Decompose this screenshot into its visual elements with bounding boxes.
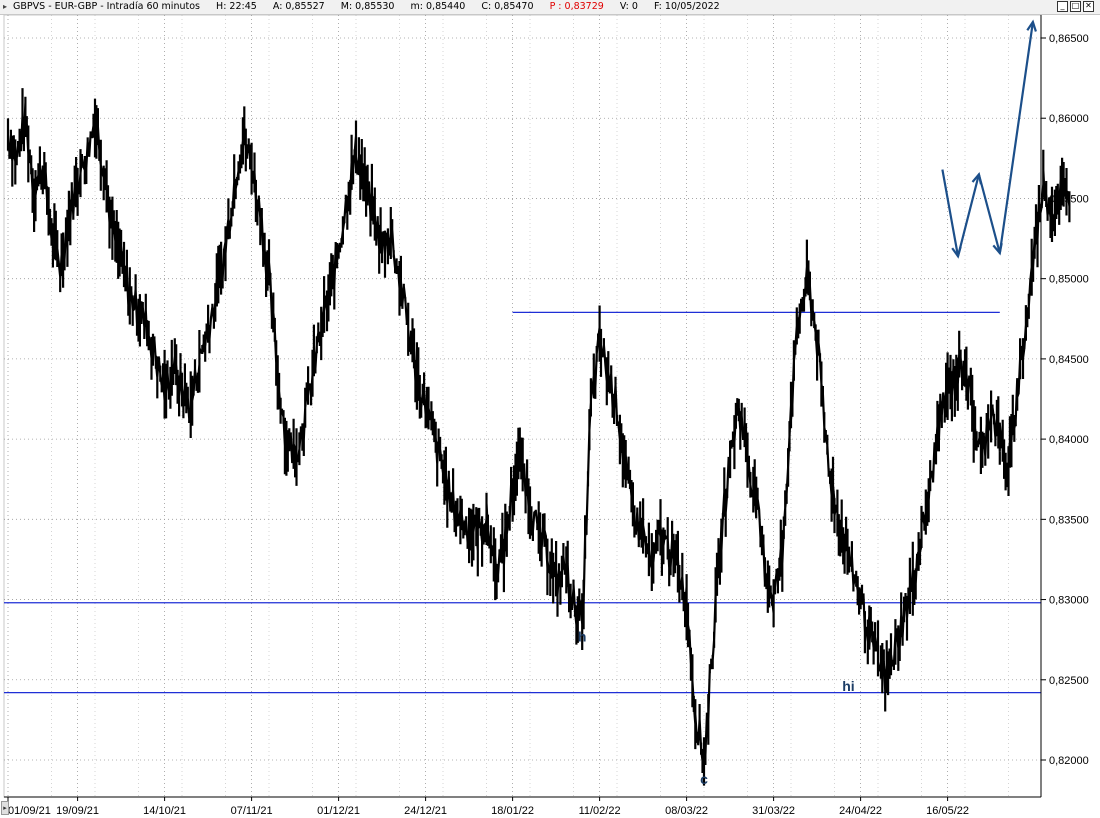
- wave-label: c: [700, 771, 708, 787]
- y-tick-label: 0,86500: [1049, 33, 1089, 45]
- y-tick-label: 0,85000: [1049, 274, 1089, 286]
- x-tick-label: 24/04/22: [839, 805, 882, 817]
- y-tick-label: 0,84500: [1049, 354, 1089, 366]
- x-tick-label: 18/01/22: [491, 805, 534, 817]
- x-tick-label: 01/12/21: [317, 805, 360, 817]
- chart-annotations: h c hi: [578, 628, 855, 787]
- close-readout: C: 0,85470: [481, 1, 534, 12]
- menu-arrow-icon[interactable]: ▸: [2, 2, 7, 11]
- x-tick-label: 31/03/22: [752, 805, 795, 817]
- x-tick-label: 07/11/21: [231, 805, 273, 817]
- chart-window-titlebar: ▸ GBPVS - EUR-GBP - Intradía 60 minutos …: [0, 0, 1100, 15]
- wave-label: hi: [842, 678, 854, 694]
- maximize-button[interactable]: □: [1070, 1, 1081, 12]
- y-tick-label: 0,86000: [1049, 113, 1089, 125]
- high-readout: M: 0,85530: [340, 1, 395, 12]
- projection-arrowhead: [1026, 19, 1037, 32]
- y-tick-label: 0,85500: [1049, 193, 1089, 205]
- y-tick-label: 0,84000: [1049, 434, 1089, 446]
- x-tick-label: 16/05/22: [926, 805, 969, 817]
- price-series: [6, 88, 1071, 786]
- price-axis: 0,86500 0,86000 0,85500 0,85000 0,84500 0,840…: [1040, 15, 1089, 797]
- price-chart[interactable]: h c hi 0,86500 0,86000 0,85500 0,85000 0,84500…: [0, 15, 1100, 818]
- y-tick-label: 0,82000: [1049, 755, 1089, 767]
- x-tick-label: 01/09/21: [8, 805, 51, 817]
- close-button[interactable]: ✕: [1083, 1, 1094, 12]
- date-readout: F: 10/05/2022: [653, 1, 720, 12]
- hour-readout: H: 22:45: [216, 1, 257, 12]
- x-tick-label: 11/02/22: [579, 805, 621, 817]
- x-tick-label: 08/03/22: [665, 805, 708, 817]
- wave-label: h: [578, 628, 587, 644]
- open-readout: A: 0,85527: [272, 1, 325, 12]
- minimize-button[interactable]: _: [1057, 1, 1068, 12]
- low-readout: m: 0,85440: [410, 1, 466, 12]
- projection-arrow: [941, 19, 1037, 259]
- x-tick-label: 19/09/21: [56, 805, 99, 817]
- x-tick-label: 14/10/21: [143, 805, 186, 817]
- y-tick-label: 0,83500: [1049, 514, 1089, 526]
- projection-arrowhead: [971, 171, 982, 185]
- y-tick-label: 0,83000: [1049, 595, 1089, 607]
- y-tick-label: 0,82500: [1049, 675, 1089, 687]
- pointer-price-readout: P : 0,83729: [549, 1, 604, 12]
- x-tick-label: 24/12/21: [404, 805, 447, 817]
- projection-arrowhead: [992, 242, 1003, 256]
- projection-path: [941, 21, 1034, 258]
- support-resistance-lines: [4, 311, 1041, 694]
- price-line: [6, 88, 1071, 786]
- symbol-description: GBPVS - EUR-GBP - Intradía 60 minutos: [13, 1, 200, 12]
- projection-arrowhead: [951, 246, 962, 259]
- volume-readout: V: 0: [619, 1, 638, 12]
- date-axis: 01/09/21 19/09/21 14/10/21 07/11/21 01/12/21…: [4, 796, 1041, 817]
- scroll-left-arrow-icon[interactable]: ▸: [1, 801, 9, 815]
